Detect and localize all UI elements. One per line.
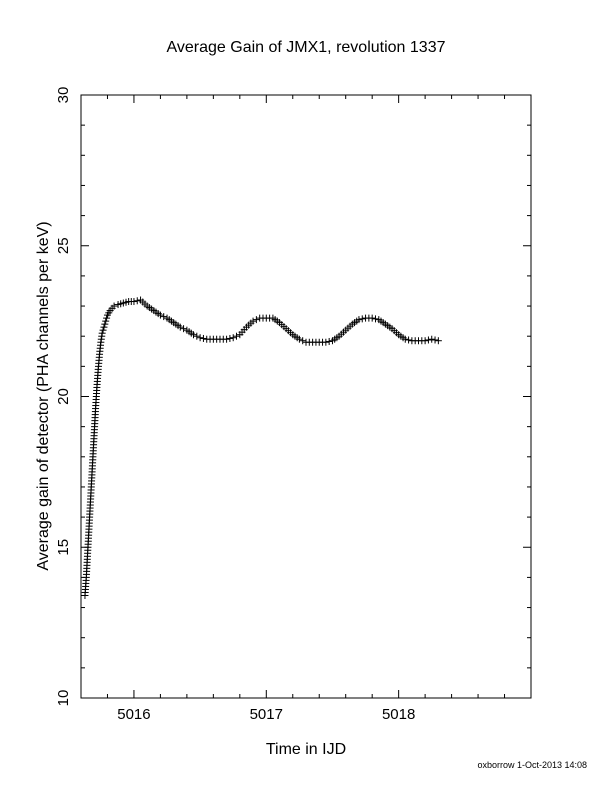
data-point [424,336,432,344]
y-tick-label: 20 [55,388,72,405]
data-point [428,335,436,343]
y-axis-label: Average gain of detector (PHA channels p… [35,221,52,570]
y-tick-label: 10 [55,690,72,707]
data-point [193,332,201,340]
plot-area [80,94,532,699]
data-point [421,337,429,345]
data-point [325,337,333,345]
data-point [199,334,207,342]
data-point [223,335,231,343]
data-point [99,326,107,334]
data-point [156,311,164,319]
data-point [100,323,108,331]
data-point [176,323,184,331]
data-point [196,334,204,342]
data-point [190,331,197,339]
data-point [160,313,168,321]
data-point [249,317,257,325]
x-axis-label: Time in IJD [266,741,346,758]
x-axis: 5016 5017 5018 [80,95,532,723]
data-point [295,335,303,343]
data-point [130,298,138,306]
data-point [110,302,118,310]
chart-title: Average Gain of JMX1, revolution 1337 [167,39,446,56]
data-points [81,296,442,599]
y-tick-label: 15 [55,539,72,556]
data-point [322,338,330,346]
footer-credit: oxborrow 1-Oct-2013 14:08 [477,760,587,770]
x-tick-label: 5018 [382,706,415,723]
data-point [368,314,376,322]
data-point [434,337,442,345]
plot-frame [80,94,532,699]
data-point [358,315,366,323]
data-point [299,337,307,345]
data-point [133,297,141,305]
data-point [226,334,234,342]
data-point [401,335,409,343]
data-point [405,336,413,344]
data-point [371,315,379,323]
data-point [98,329,106,337]
y-tick-label: 25 [55,237,72,254]
data-point [252,316,260,324]
data-point [233,332,241,340]
y-tick-label: 30 [55,87,72,104]
data-point [102,317,110,325]
x-tick-label: 5017 [250,706,283,723]
data-point [103,314,111,322]
x-tick-label: 5016 [117,706,150,723]
y-axis: 10 15 20 25 30 [55,87,531,707]
data-point [101,320,109,328]
data-point [431,336,439,344]
data-point [229,334,237,342]
data-point [180,325,188,333]
data-point [355,316,363,324]
